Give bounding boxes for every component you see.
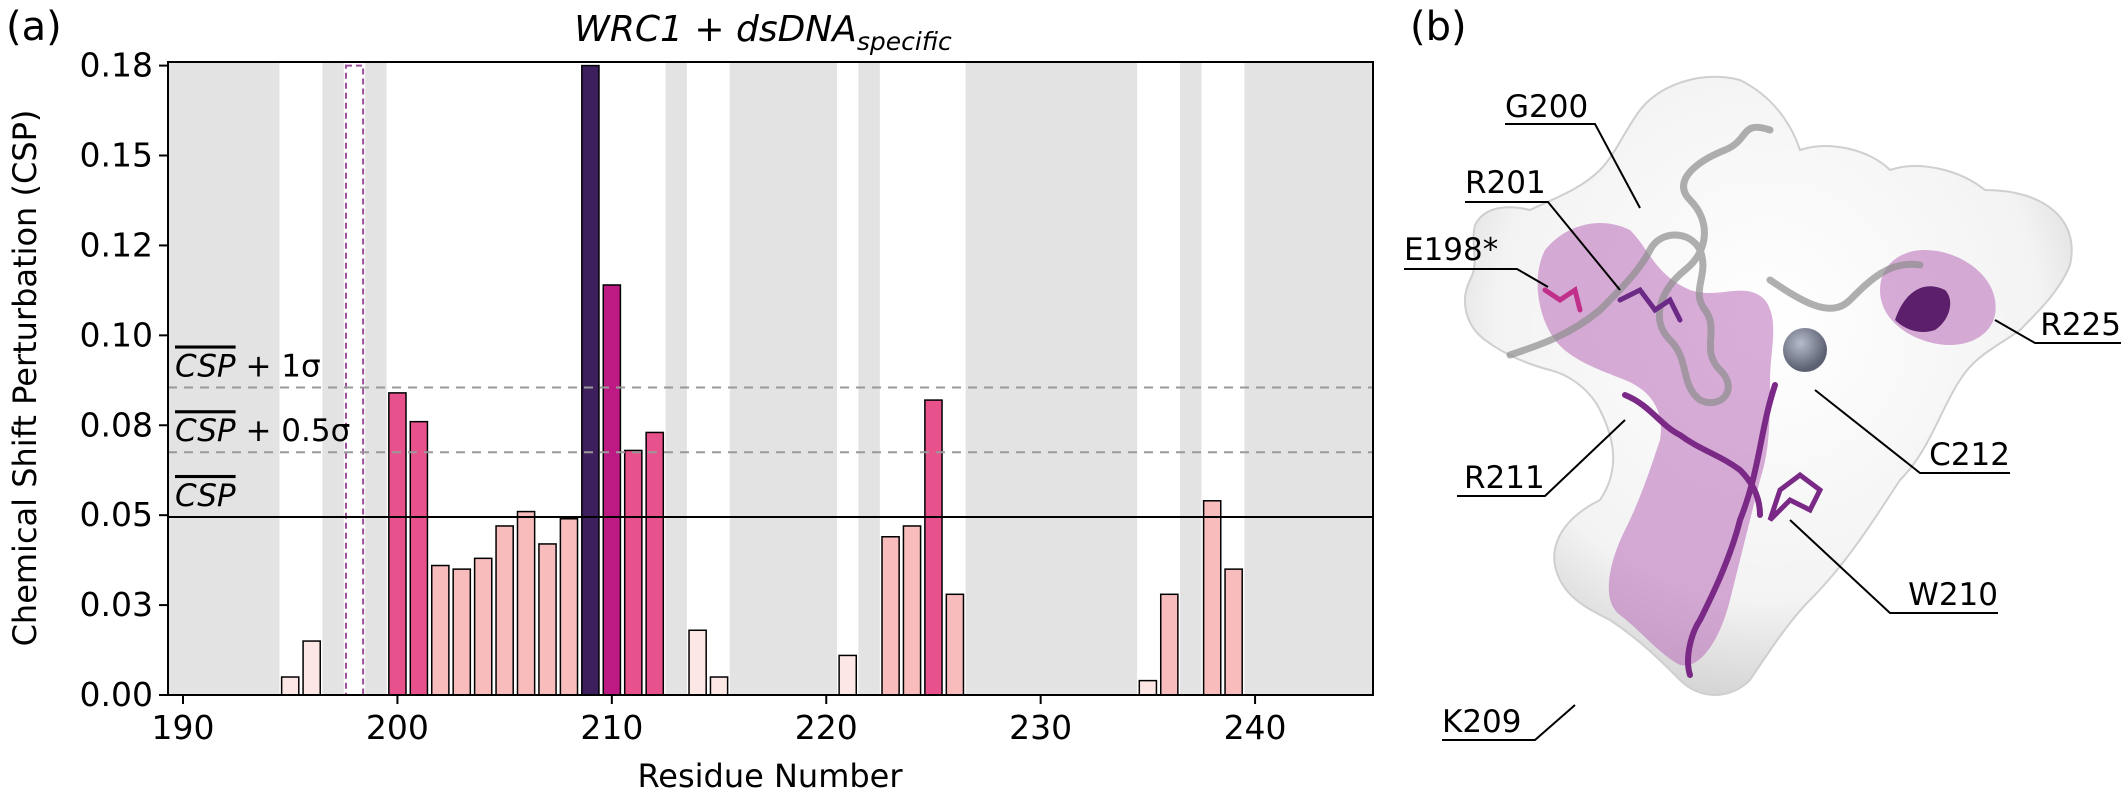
bar-residue-221	[838, 654, 858, 696]
bar-residue-215	[709, 676, 729, 696]
x-tick-label-190: 190	[152, 708, 215, 747]
shaded-region-7	[1180, 62, 1202, 695]
shaded-region-0	[168, 62, 280, 695]
bar-residue-200	[388, 392, 407, 696]
y-axis-title: Chemical Shift Perturbation (CSP)	[6, 110, 44, 647]
reference-label-0: CSP	[175, 478, 236, 514]
r201-side-chain	[1617, 286, 1683, 323]
x-tick-label-220: 220	[795, 708, 858, 747]
bar-residue-205	[495, 525, 514, 696]
bar-residue-236	[1159, 593, 1179, 696]
bar-residue-226	[945, 593, 965, 696]
bar-residue-225	[924, 399, 943, 696]
y-axis: 0.00 0.03 0.05 0.08 0.10 0.12 0.15 0.18	[80, 46, 168, 714]
chart-title-subscript: specific	[857, 27, 952, 56]
chart-title-main: WRC1 + dsDNA	[574, 9, 857, 50]
y-tick-label-2: 0.05	[80, 495, 153, 534]
reference-label-1: CSP + 0.5σ	[175, 413, 350, 449]
e198-leader	[1404, 268, 1549, 288]
protein-structure-illustration: G200 R201 E198* R225 C212 R211 W210 K209	[1404, 75, 2121, 741]
label-g200: G200	[1505, 89, 1588, 125]
shaded-region-3	[665, 62, 687, 695]
label-r201: R201	[1465, 165, 1546, 201]
k209-leader	[1442, 704, 1576, 741]
label-r211: R211	[1464, 460, 1545, 496]
panel-a-label: (a)	[6, 4, 62, 50]
bar-residue-204	[473, 557, 493, 696]
backbone-ribbon-2	[1766, 260, 1924, 312]
y-tick-label-1: 0.03	[80, 585, 153, 624]
x-tick-label-210: 210	[580, 708, 643, 747]
structure-leader-lines	[1404, 123, 2121, 741]
shaded-region-2	[365, 62, 387, 695]
x-axis: 190 200 210 220 230 240	[152, 695, 1287, 747]
shaded-region-4	[729, 62, 837, 695]
shaded-regions	[168, 62, 1373, 695]
panel-b-label: (b)	[1410, 4, 1467, 50]
y-tick-label-4: 0.10	[80, 315, 153, 354]
label-k209: K209	[1442, 704, 1522, 740]
bar-residue-207	[538, 543, 557, 696]
y-tick-label-6: 0.15	[80, 136, 153, 175]
x-tick-label-200: 200	[366, 708, 429, 747]
bar-residue-239	[1224, 568, 1243, 696]
bar-residue-214	[688, 629, 707, 696]
shaded-region-5	[858, 62, 880, 695]
r211-leader	[1457, 419, 1626, 497]
chart-title: WRC1 + dsDNAspecific	[574, 9, 952, 56]
bar-residue-235	[1138, 679, 1158, 696]
y-tick-label-7: 0.18	[80, 46, 153, 85]
bar-residue-208	[559, 518, 579, 696]
y-tick-label-0: 0.00	[80, 675, 153, 714]
csp-chart: CSP CSP + 0.5σ CSP + 1σ 190 200 210 220 230 240…	[6, 46, 1374, 795]
label-w210: W210	[1908, 577, 1998, 613]
y-tick-label-3: 0.08	[80, 405, 153, 444]
g200-leader	[1505, 123, 1641, 209]
y-tick-label-5: 0.12	[80, 225, 153, 264]
r225-helix	[1895, 286, 1951, 332]
label-e198: E198*	[1404, 232, 1498, 268]
structure-labels: G200 R201 E198* R225 C212 R211 W210 K209	[1404, 89, 2121, 740]
x-axis-title: Residue Number	[637, 757, 903, 795]
bar-residue-210	[602, 284, 622, 696]
shaded-region-1	[322, 62, 344, 695]
bar-residue-224	[902, 525, 922, 696]
bar-residue-195	[280, 676, 300, 696]
k209-side-chain	[1685, 382, 1778, 678]
label-r225: R225	[2040, 307, 2121, 343]
bar-residue-202	[430, 564, 450, 696]
reference-lines: CSP CSP + 0.5σ CSP + 1σ	[168, 348, 1373, 518]
backbone-ribbon	[1506, 123, 1774, 407]
shaded-region-6	[965, 62, 1138, 695]
w210-leader	[1789, 519, 1998, 614]
bar-residue-212	[645, 431, 665, 696]
bar-residue-238	[1202, 500, 1222, 696]
bar-residue-209	[581, 64, 600, 696]
r211-side-chain	[1622, 392, 1763, 518]
w210-side-chain	[1767, 471, 1824, 522]
bar-residue-211	[623, 449, 643, 696]
r201-leader	[1465, 201, 1621, 291]
bar-residue-206	[516, 510, 536, 696]
plot-frame	[167, 61, 1374, 696]
bar-residue-201	[409, 420, 429, 696]
zinc-ion	[1783, 328, 1827, 372]
c212-leader	[1814, 389, 2010, 474]
e198-side-chain	[1542, 285, 1583, 313]
r225-leader	[1994, 319, 2121, 344]
bar-residue-196	[302, 640, 321, 696]
bar-residue-203	[452, 568, 472, 696]
x-tick-label-240: 240	[1224, 708, 1287, 747]
x-tick-label-230: 230	[1009, 708, 1072, 747]
bar-residue-223	[881, 536, 900, 696]
shaded-region-8	[1244, 62, 1373, 695]
label-c212: C212	[1929, 437, 2010, 473]
reference-label-2: CSP + 1σ	[175, 348, 321, 384]
bar-residue-198-highlight	[344, 64, 365, 696]
